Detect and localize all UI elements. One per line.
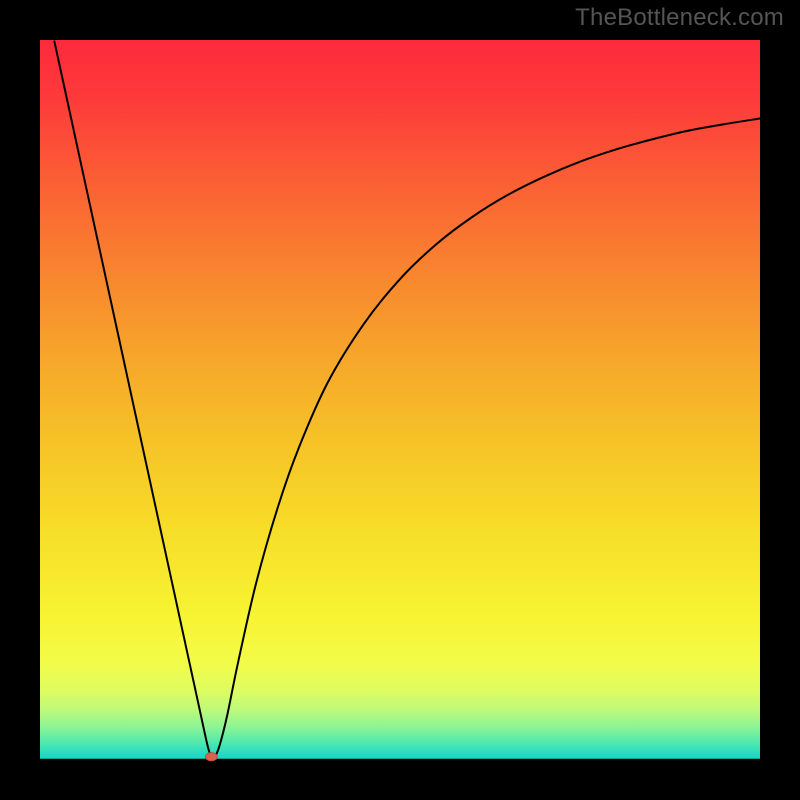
optimum-marker	[205, 753, 217, 761]
chart-frame: TheBottleneck.com	[0, 0, 800, 800]
watermark-text: TheBottleneck.com	[575, 4, 784, 32]
plot-area	[0, 0, 800, 800]
bottleneck-curve-chart	[0, 0, 800, 800]
gradient-background	[40, 40, 760, 760]
